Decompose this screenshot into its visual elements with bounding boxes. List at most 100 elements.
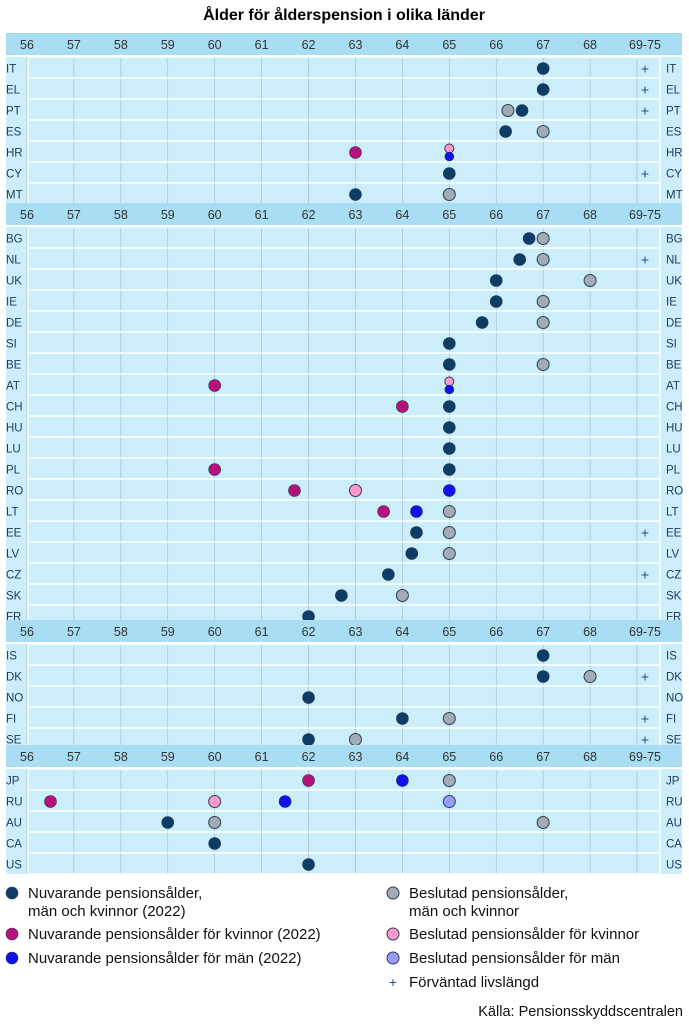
legend: Nuvarande pensionsålder,män och kvinnor …: [5, 885, 639, 991]
country-label-left: FI: [6, 714, 16, 726]
legend-marker: [386, 927, 400, 941]
country-row-pt: PT PT +: [6, 103, 681, 119]
data-point-cur-both: [536, 83, 550, 96]
chart-title: Ålder för ålderspension i olika länder: [203, 5, 485, 24]
data-point-cur-both: [443, 337, 456, 350]
data-point-cur-both: [302, 733, 315, 746]
data-point-cur-men: [278, 795, 292, 808]
country-label-left: CA: [6, 839, 22, 851]
x-tick-label: 66: [489, 38, 503, 52]
country-row-be: BE BE: [6, 358, 682, 372]
x-tick-label: 66: [489, 625, 503, 639]
x-tick-label: 67: [536, 208, 550, 222]
legend-marker: [5, 927, 19, 941]
x-tick-label: 60: [208, 208, 222, 222]
x-tick-label: 56: [20, 38, 34, 52]
country-row-is: IS IS: [6, 649, 677, 663]
country-row-dk: DK DK +: [6, 669, 682, 685]
country-label-right: CH: [666, 402, 683, 414]
x-tick-label: 68: [583, 38, 597, 52]
data-point-dec-both: [536, 358, 550, 371]
country-row-sk: SK SK: [6, 589, 682, 603]
life-expectancy-marker: +: [641, 103, 649, 119]
country-row-ch: CH CH: [6, 400, 683, 414]
country-label-right: MT: [666, 190, 683, 202]
country-label-right: NO: [666, 693, 683, 705]
data-point-dec-both: [536, 295, 550, 308]
country-label-right: SK: [666, 591, 682, 603]
data-point-dec-both: [536, 253, 550, 266]
country-row-el: EL EL +: [6, 82, 681, 98]
country-label-right: EE: [666, 528, 682, 540]
country-label-left: NO: [6, 693, 23, 705]
country-label-left: NL: [6, 255, 21, 267]
country-label-left: RO: [6, 486, 23, 498]
data-point-cur-both: [396, 712, 409, 725]
legend-label: Nuvarande pensionsålder för män (2022): [28, 950, 302, 967]
data-point-cur-both: [443, 167, 456, 180]
country-row-ee: EE EE +: [6, 525, 682, 541]
country-label-right: RO: [666, 486, 683, 498]
panel-4: 56 57 58 59 60 61 62 63 64 65 66 67 68 69-75 JP JP RU RU A…: [6, 745, 683, 875]
country-row-cy: CY CY +: [6, 166, 682, 182]
country-label-left: PL: [6, 465, 21, 477]
data-point-dec-both: [208, 816, 222, 829]
x-tick-label: 57: [67, 625, 81, 639]
legend-marker: [5, 951, 19, 965]
x-tick-label: 65: [442, 625, 456, 639]
life-expectancy-marker: +: [641, 732, 649, 748]
life-expectancy-marker: +: [641, 525, 649, 541]
legend-marker: [386, 886, 400, 900]
x-tick-label: 64: [395, 750, 409, 764]
data-point-cur-both: [443, 463, 456, 476]
data-point-cur-both: [475, 316, 489, 329]
axis-header-bg: [6, 33, 682, 55]
x-tick-label: 58: [114, 208, 128, 222]
country-label-left: AT: [6, 381, 20, 393]
x-tick-label: 69-75: [629, 38, 661, 52]
country-label-right: DK: [666, 672, 682, 684]
country-label-left: LU: [6, 444, 21, 456]
life-expectancy-marker: +: [641, 567, 649, 583]
data-point-cur-both: [382, 568, 395, 581]
legend-plus-marker: +: [389, 974, 397, 990]
country-label-left: HU: [6, 423, 23, 435]
country-label-left: EE: [6, 528, 22, 540]
x-tick-label: 66: [489, 750, 503, 764]
x-tick-label: 65: [442, 750, 456, 764]
country-row-lv: LV LV: [6, 547, 680, 561]
data-point-cur-both: [536, 649, 550, 662]
x-tick-label: 56: [20, 208, 34, 222]
data-point-dec-both: [583, 274, 597, 287]
country-row-hr: HR HR: [6, 143, 683, 162]
x-tick-label: 67: [536, 38, 550, 52]
data-point-dec-both: [536, 125, 550, 138]
data-point-cur-men: [443, 484, 456, 497]
country-label-right: PL: [666, 465, 681, 477]
panel-bg: [6, 769, 682, 874]
country-row-hu: HU HU: [6, 421, 683, 435]
country-label-left: SE: [6, 735, 22, 747]
country-label-left: ES: [6, 127, 22, 139]
data-point-cur-men: [410, 505, 423, 518]
x-tick-label: 62: [302, 208, 316, 222]
country-label-right: FI: [666, 714, 676, 726]
data-point-dec-both: [442, 547, 456, 560]
panel-bg: [6, 57, 682, 204]
country-row-ie: IE IE: [6, 295, 677, 309]
x-tick-label: 62: [302, 38, 316, 52]
life-expectancy-marker: +: [641, 82, 649, 98]
x-tick-label: 60: [208, 38, 222, 52]
x-tick-label: 68: [583, 625, 597, 639]
data-point-dec-both: [442, 526, 456, 539]
country-label-left: PT: [6, 106, 21, 118]
data-point-cur-both: [499, 125, 512, 138]
legend-label: Förväntad livslängd: [409, 974, 539, 991]
legend-item-dec-men: Beslutad pensionsålder för män: [386, 950, 620, 967]
country-row-at: AT AT: [6, 376, 680, 395]
country-label-right: AU: [666, 818, 682, 830]
country-label-left: BG: [6, 234, 23, 246]
data-point-dec-both: [442, 774, 456, 787]
country-label-right: SI: [666, 339, 677, 351]
source-note: Källa: Pensionsskyddscentralen: [478, 1004, 683, 1020]
